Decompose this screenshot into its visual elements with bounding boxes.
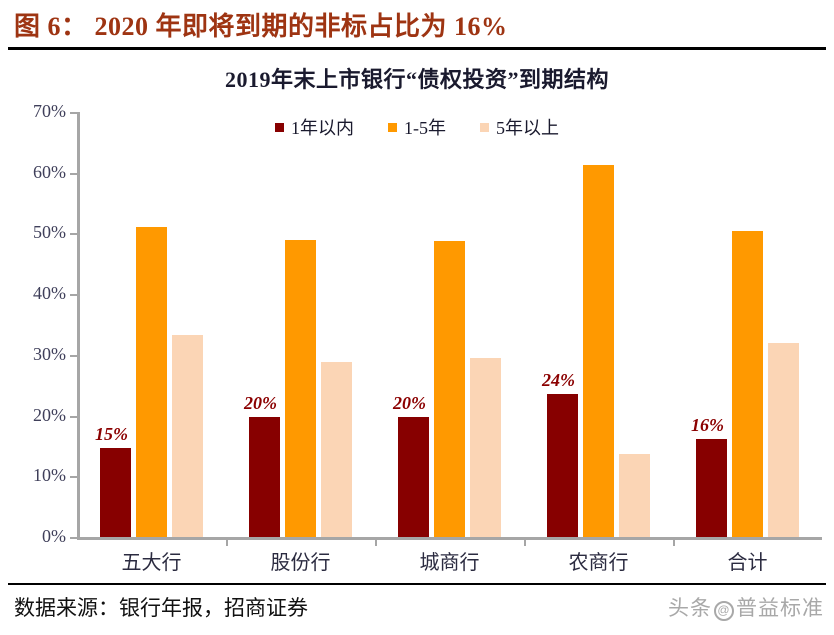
y-tick-mark [70,476,77,479]
figure-header: 图 6： 2020 年即将到期的非标占比为 16% [0,0,834,50]
footer-divider [8,583,826,585]
watermark-suffix: 普益标准 [736,597,824,620]
legend-item[interactable]: 1年以内 [275,114,354,140]
figure-title: 图 6： 2020 年即将到期的非标占比为 16% [14,12,508,41]
x-category-label: 合计 [727,552,768,574]
y-tick-label: 10% [33,465,66,486]
bar[interactable]: 24% [542,370,578,537]
y-tick-mark [70,537,77,539]
x-category-label: 股份行 [270,552,331,574]
watermark: 头条 @ 普益标准 [668,592,824,622]
chart-container: 2019年末上市银行“债权投资”到期结构 1年以内 1-5年 5年以上 70% 60%… [0,52,834,580]
x-tick-mark [524,537,526,546]
bar[interactable] [285,240,316,537]
y-tick-label: 40% [33,283,66,304]
bar-group: 20% [244,112,352,537]
y-tick-label: 30% [33,343,66,364]
legend-item[interactable]: 1-5年 [388,114,446,140]
y-tick-mark [70,172,77,175]
y-tick-label: 20% [33,404,66,425]
y-tick-mark [70,112,77,114]
y-tick-mark [70,294,77,297]
x-category-label: 五大行 [121,552,182,574]
chart-title: 2019年末上市银行“债权投资”到期结构 [224,67,609,92]
bar-data-label: 20% [244,392,278,413]
x-tick-mark [375,537,377,546]
header-divider [8,47,826,50]
x-category-label: 农商行 [568,552,629,574]
legend-swatch-icon [388,122,397,132]
y-tick-label: 0% [42,526,66,547]
legend-label: 1年以内 [291,118,354,138]
bar[interactable] [434,241,465,537]
bar[interactable]: 15% [95,424,131,537]
bar-group: 24% [542,112,650,537]
legend-label: 1-5年 [404,118,446,138]
legend-swatch-icon [275,122,284,132]
bar-data-label: 20% [393,392,427,413]
source-note: 数据来源：银行年报，招商证券 [14,596,308,620]
y-axis [77,112,80,537]
bar-group: 16% [691,112,799,537]
bar[interactable] [172,335,203,537]
bar[interactable] [136,227,167,537]
y-tick-label: 50% [33,222,66,243]
legend-swatch-icon [480,122,489,132]
watermark-prefix: 头条 [668,597,712,620]
bar[interactable] [321,362,352,537]
x-tick-mark [673,537,675,546]
y-tick-label: 70% [33,101,66,122]
bar[interactable] [732,231,763,537]
x-axis [77,537,822,540]
x-tick-mark [226,537,228,546]
y-tick-mark [70,354,77,357]
x-category-label: 城商行 [419,552,480,574]
y-tick-mark [70,415,77,418]
legend-label: 5年以上 [496,118,559,138]
plot-area: 70% 60% 50% 40% 30% 20% 10% 0% 15% 20% 20% 24% 16% [33,101,822,546]
chart-legend: 1年以内 1-5年 5年以上 [0,114,834,140]
bar[interactable]: 20% [244,393,280,537]
bar-data-label: 15% [95,424,129,445]
bar[interactable] [619,453,650,537]
y-tick-label: 60% [33,161,66,182]
watermark-at-icon: @ [714,601,734,621]
bar[interactable]: 16% [691,415,727,537]
bar-data-label: 16% [691,414,725,435]
y-tick-mark [70,233,77,236]
bar-group: 15% [95,112,203,537]
bar[interactable] [768,343,799,537]
bar[interactable]: 20% [393,393,429,537]
bar[interactable] [470,357,501,537]
bar-group: 20% [393,112,501,537]
bar[interactable] [583,165,614,537]
legend-item[interactable]: 5年以上 [480,114,559,140]
bar-data-label: 24% [542,370,576,391]
